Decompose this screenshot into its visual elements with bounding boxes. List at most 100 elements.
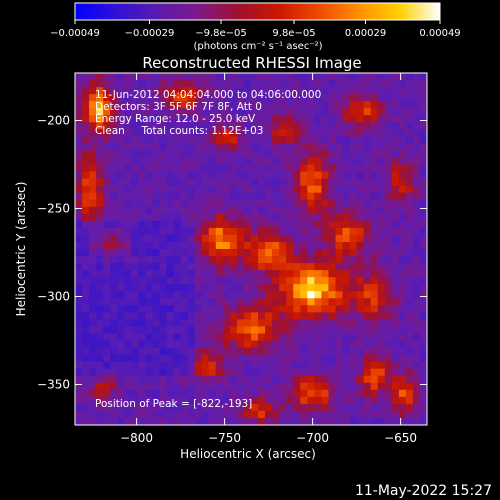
heatmap-cell xyxy=(82,305,90,313)
heatmap-cell xyxy=(138,319,146,327)
heatmap-cell xyxy=(370,326,379,334)
heatmap-cell xyxy=(159,206,167,215)
heatmap-cell xyxy=(173,199,181,208)
colorbar-tick-label: 0.00029 xyxy=(345,28,386,39)
heatmap-cell xyxy=(208,143,217,151)
heatmap-cell xyxy=(229,277,238,285)
heatmap-cell xyxy=(265,178,273,187)
heatmap-cell xyxy=(370,143,379,151)
heatmap-cell xyxy=(145,150,153,158)
heatmap-cell xyxy=(279,277,287,285)
heatmap-cell xyxy=(314,101,322,109)
heatmap-cell xyxy=(131,347,139,355)
heatmap-cell xyxy=(222,256,231,264)
heatmap-cell xyxy=(405,312,414,320)
heatmap-cell xyxy=(180,340,189,348)
heatmap-cell xyxy=(307,403,315,412)
heatmap-cell xyxy=(236,115,245,123)
heatmap-cell xyxy=(159,143,167,151)
heatmap-cell xyxy=(243,73,252,81)
heatmap-cell xyxy=(412,171,421,179)
heatmap-cell xyxy=(412,354,421,363)
heatmap-cell xyxy=(201,249,210,257)
heatmap-cell xyxy=(152,178,160,187)
heatmap-cell xyxy=(293,298,301,306)
heatmap-cell xyxy=(300,410,308,419)
heatmap-cell xyxy=(405,178,414,187)
heatmap-cell xyxy=(356,333,365,341)
heatmap-cell xyxy=(138,382,146,391)
heatmap-cell xyxy=(187,143,196,151)
heatmap-cell xyxy=(384,333,393,341)
heatmap-cell xyxy=(187,185,196,194)
heatmap-cell xyxy=(152,213,160,222)
heatmap-cell xyxy=(349,256,357,264)
heatmap-cell xyxy=(370,108,379,116)
heatmap-cell xyxy=(419,80,428,88)
heatmap-cell xyxy=(328,382,336,391)
heatmap-cell xyxy=(138,143,146,151)
heatmap-cell xyxy=(342,129,350,137)
heatmap-cell xyxy=(138,291,146,299)
heatmap-cell xyxy=(152,263,160,271)
heatmap-cell xyxy=(131,136,139,144)
heatmap-cell xyxy=(412,326,421,334)
heatmap-cell xyxy=(321,108,329,116)
heatmap-cell xyxy=(272,291,280,299)
heatmap-cells xyxy=(75,73,428,426)
heatmap-cell xyxy=(419,249,428,257)
heatmap-cell xyxy=(187,298,196,306)
heatmap-cell xyxy=(208,241,217,250)
heatmap-cell xyxy=(124,220,132,229)
heatmap-cell xyxy=(258,241,266,250)
heatmap-cell xyxy=(328,206,336,215)
heatmap-cell xyxy=(187,234,196,243)
heatmap-cell xyxy=(229,157,238,165)
heatmap-cell xyxy=(75,291,83,299)
heatmap-cell xyxy=(412,396,421,405)
heatmap-cell xyxy=(391,368,400,377)
heatmap-cell xyxy=(272,87,280,95)
heatmap-cell xyxy=(187,375,196,384)
heatmap-cell xyxy=(96,115,104,123)
heatmap-cell xyxy=(201,368,210,377)
heatmap-cell xyxy=(222,115,231,123)
heatmap-cell xyxy=(349,382,357,391)
heatmap-cell xyxy=(272,178,280,187)
heatmap-cell xyxy=(258,417,266,426)
heatmap-cell xyxy=(265,284,273,292)
heatmap-cell xyxy=(391,298,400,306)
heatmap-cell xyxy=(75,347,83,355)
heatmap-cell xyxy=(377,354,386,363)
heatmap-cell xyxy=(166,150,174,158)
heatmap-cell xyxy=(194,122,203,130)
heatmap-cell xyxy=(201,312,210,320)
heatmap-cell xyxy=(194,164,203,172)
heatmap-cell xyxy=(258,234,266,243)
heatmap-cell xyxy=(124,410,132,419)
heatmap-cell xyxy=(173,340,181,348)
heatmap-cell xyxy=(243,368,252,377)
heatmap-cell xyxy=(279,164,287,172)
heatmap-cell xyxy=(131,213,139,222)
heatmap-cell xyxy=(117,136,125,144)
heatmap-cell xyxy=(412,333,421,341)
heatmap-cell xyxy=(152,150,160,158)
heatmap-cell xyxy=(173,305,181,313)
heatmap-cell xyxy=(335,101,343,109)
heatmap-cell xyxy=(377,101,386,109)
heatmap-cell xyxy=(258,270,266,278)
heatmap-cell xyxy=(138,389,146,398)
heatmap-cell xyxy=(180,241,189,250)
heatmap-cell xyxy=(251,298,259,306)
heatmap-cell xyxy=(89,185,97,194)
heatmap-cell xyxy=(131,101,139,109)
heatmap-cell xyxy=(208,122,217,130)
heatmap-cell xyxy=(384,298,393,306)
heatmap-cell xyxy=(89,305,97,313)
heatmap-cell xyxy=(356,249,365,257)
heatmap-cell xyxy=(419,115,428,123)
heatmap-cell xyxy=(194,277,203,285)
heatmap-cell xyxy=(300,382,308,391)
heatmap-cell xyxy=(405,298,414,306)
